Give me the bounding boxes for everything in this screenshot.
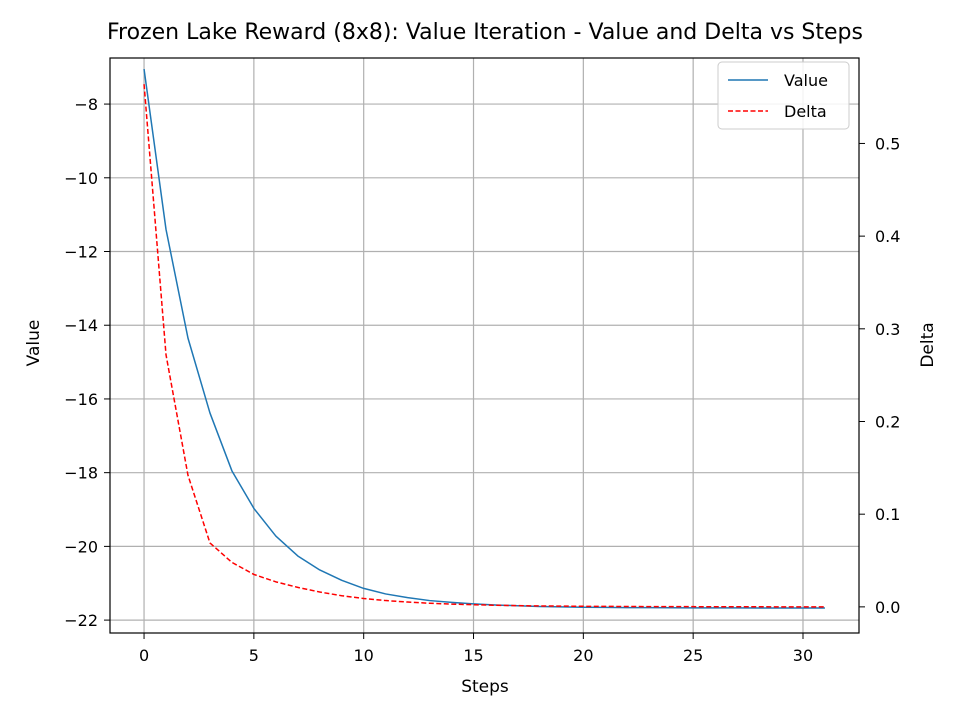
x-tick-label-3: 15 xyxy=(463,646,483,665)
x-tick-label-5: 25 xyxy=(683,646,703,665)
x-axis: 0 5 10 15 20 25 30 xyxy=(139,633,813,665)
y2-tick-label-4: 0.4 xyxy=(875,227,900,246)
y-tick-label-4: −16 xyxy=(64,390,98,409)
y-axis-right: 0.0 0.1 0.2 0.3 0.4 0.5 xyxy=(859,134,900,617)
series-line-delta xyxy=(143,84,825,608)
y2-tick-label-3: 0.3 xyxy=(875,320,900,339)
y2-tick-label-5: 0.5 xyxy=(875,134,900,153)
x-tick-label-6: 30 xyxy=(793,646,813,665)
y-tick-label-7: −22 xyxy=(64,611,98,630)
plot-frame xyxy=(109,57,860,634)
y2-tick-label-2: 0.2 xyxy=(875,412,900,431)
y-tick-label-5: −18 xyxy=(64,464,98,483)
y-axis-left: −8 −10 −12 −14 −16 −18 −20 −22 xyxy=(64,95,110,630)
x-tick-label-2: 10 xyxy=(354,646,374,665)
y-tick-label-0: −8 xyxy=(74,95,98,114)
x-axis-label: Steps xyxy=(461,677,509,697)
grid xyxy=(110,58,859,633)
series-line-value xyxy=(143,68,825,609)
legend-label-delta: Delta xyxy=(784,102,827,121)
y2-tick-label-0: 0.0 xyxy=(875,598,900,617)
legend-box xyxy=(717,61,850,130)
y-axis-label: Value xyxy=(24,320,44,367)
y-tick-label-3: −14 xyxy=(64,316,98,335)
y-tick-label-1: −10 xyxy=(64,169,98,188)
y2-axis-label: Delta xyxy=(918,322,938,367)
legend-label-value: Value xyxy=(784,71,828,90)
series-layer xyxy=(143,68,825,609)
legend: Value Delta xyxy=(717,61,850,130)
x-tick-label-0: 0 xyxy=(139,646,149,665)
chart-title: Frozen Lake Reward (8x8): Value Iteratio… xyxy=(107,20,863,45)
x-tick-label-4: 20 xyxy=(573,646,593,665)
x-tick-label-1: 5 xyxy=(249,646,259,665)
y-tick-label-6: −20 xyxy=(64,537,98,556)
y2-tick-label-1: 0.1 xyxy=(875,505,900,524)
y-tick-label-2: −12 xyxy=(64,243,98,262)
